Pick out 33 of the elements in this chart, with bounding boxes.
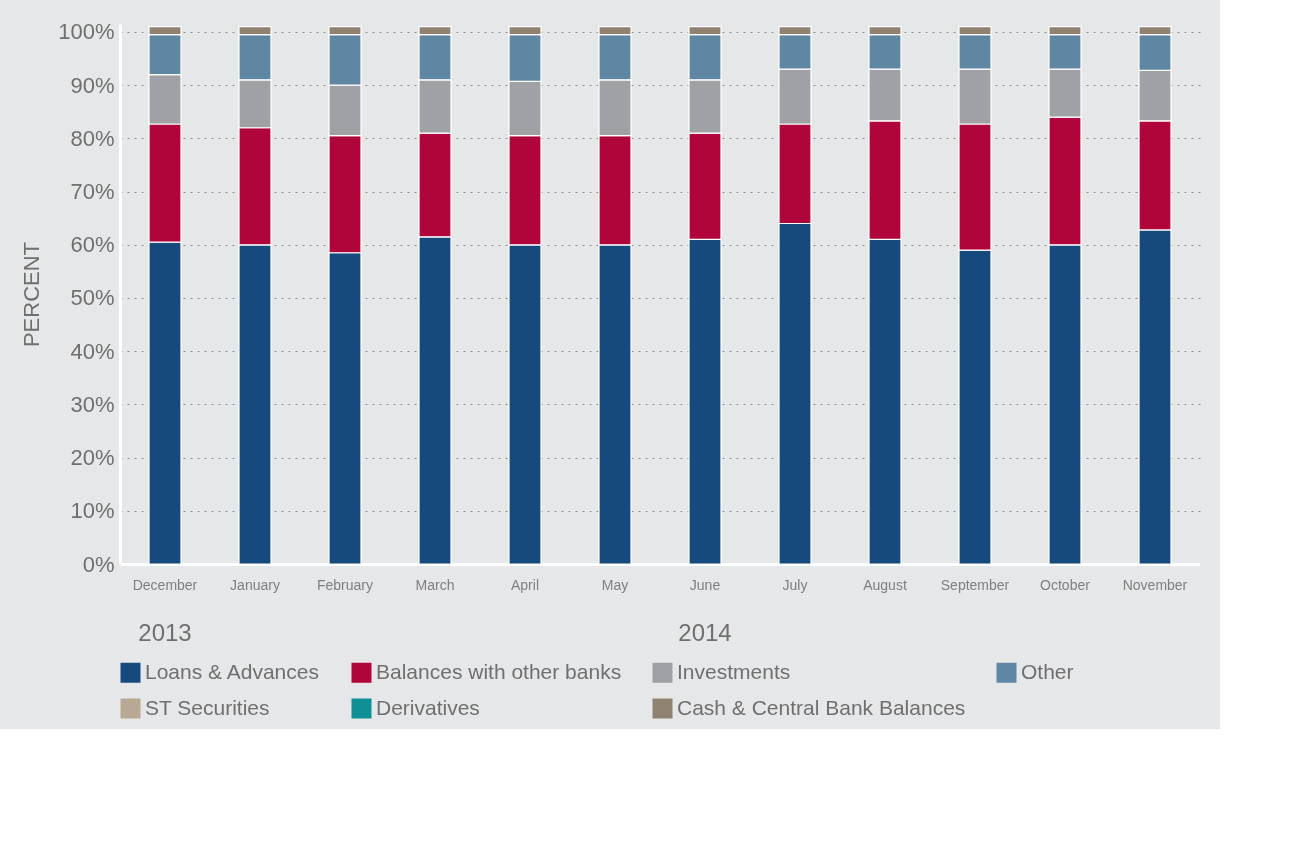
text: 2013 bbox=[138, 619, 192, 646]
y-tick-label: 30% bbox=[70, 391, 115, 417]
y-tick-label: 20% bbox=[70, 445, 115, 471]
legend-label: Derivatives bbox=[376, 695, 480, 719]
y-tick-label: 60% bbox=[70, 232, 115, 258]
y-tick-label: 100% bbox=[58, 19, 115, 45]
x-tick-label: May bbox=[601, 576, 629, 593]
x-tick-label: June bbox=[689, 576, 721, 593]
x-tick-label: October bbox=[1040, 576, 1091, 593]
legend-label: Balances with other banks bbox=[376, 659, 622, 683]
y-tick-label: 80% bbox=[70, 125, 115, 151]
y-tick-label: 70% bbox=[70, 179, 115, 205]
legend-label: Investments bbox=[677, 659, 791, 683]
x-tick-label: December bbox=[132, 576, 198, 593]
x-tick-label: September bbox=[940, 576, 1010, 593]
y-tick-label: 50% bbox=[70, 285, 115, 311]
y-tick-label: 10% bbox=[70, 498, 115, 524]
x-tick-label: August bbox=[863, 576, 907, 593]
legend-label: Cash & Central Bank Balances bbox=[677, 695, 966, 719]
y-axis-title: PERCENT bbox=[19, 241, 45, 348]
text: 2014 bbox=[678, 619, 732, 646]
x-tick-label: February bbox=[316, 576, 374, 593]
legend-label: Loans & Advances bbox=[145, 659, 319, 683]
x-tick-label: November bbox=[1122, 576, 1188, 593]
x-tick-label: March bbox=[415, 576, 455, 593]
y-tick-label: 0% bbox=[82, 551, 115, 577]
x-tick-label: January bbox=[230, 576, 280, 593]
legend-label: Other bbox=[1021, 659, 1074, 683]
legend-label: ST Securities bbox=[145, 695, 270, 719]
x-tick-label: July bbox=[782, 576, 808, 593]
y-tick-label: 40% bbox=[70, 338, 115, 364]
y-tick-label: 90% bbox=[70, 72, 115, 98]
x-tick-label: April bbox=[510, 576, 540, 593]
